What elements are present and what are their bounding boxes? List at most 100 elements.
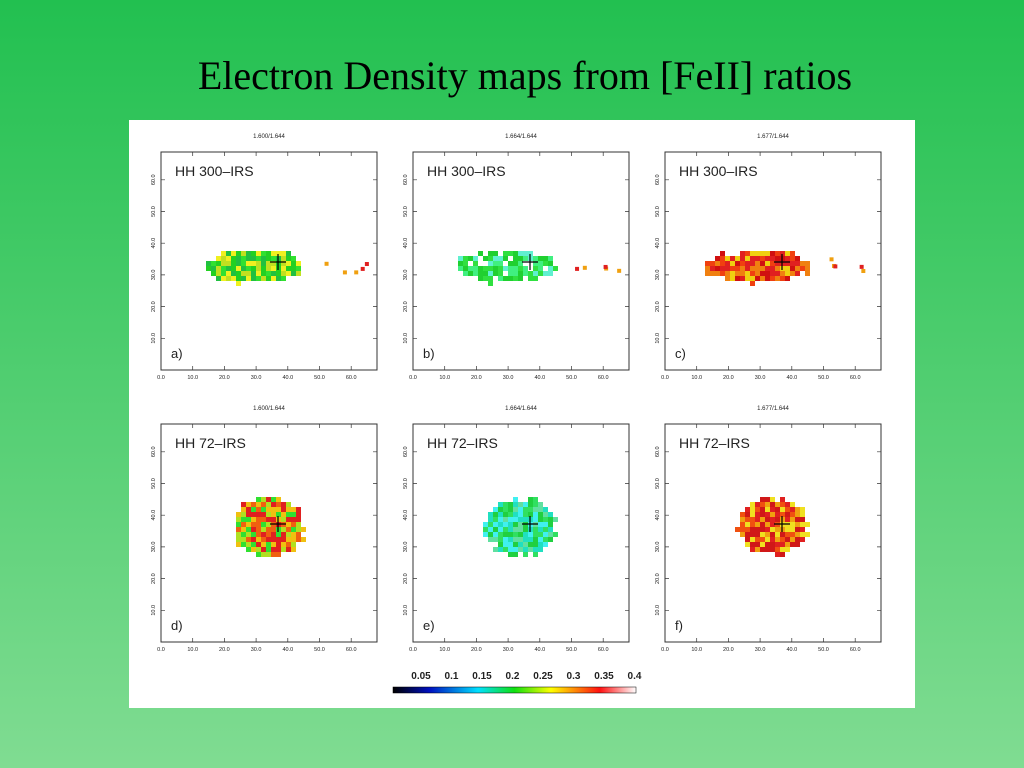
map-pixel [276,251,281,256]
map-pixel [276,507,281,512]
map-pixel [246,522,251,527]
map-pixel [538,522,543,527]
map-pixel [528,502,533,507]
map-pixel [745,517,750,522]
map-pixel [745,256,750,261]
map-pixel [276,532,281,537]
map-pixel [740,527,745,532]
map-pixel [745,512,750,517]
map-pixel [216,261,221,266]
map-pixel [276,552,281,557]
map-pixel [241,517,246,522]
map-pixel [533,547,538,552]
y-tick-label: 50.0 [403,206,409,217]
map-pixel [755,527,760,532]
map-pixel [281,261,286,266]
map-pixel [735,256,740,261]
panel-ratio: 1.677/1.644 [757,406,789,412]
map-pixel [276,537,281,542]
map-pixel [533,552,538,557]
map-pixel [236,261,241,266]
map-pixel [468,261,473,266]
map-pixel [518,522,523,527]
map-pixel [508,537,513,542]
map-pixel [790,532,795,537]
map-pixel [518,532,523,537]
map-pixel [533,261,538,266]
map-pixel [508,502,513,507]
map-pixel [493,532,498,537]
map-pixel [760,527,765,532]
map-pixel [720,271,725,276]
map-pixel [795,507,800,512]
map-pixel [473,276,478,281]
map-pixel [523,256,528,261]
map-pixel [518,271,523,276]
x-tick-label: 40.0 [786,647,797,653]
map-pixel [488,522,493,527]
map-pixel [256,537,261,542]
map-pixel [281,271,286,276]
map-pixel [710,266,715,271]
map-pixel [221,261,226,266]
map-pixel [241,527,246,532]
map-pixel [251,537,256,542]
colorbar-label: 0.2 [506,671,520,682]
map-pixel [261,266,266,271]
map-pixel [513,552,518,557]
map-pixel [498,542,503,547]
map-pixel [523,517,528,522]
map-pixel [226,261,231,266]
map-pixel [246,517,251,522]
map-pixel [271,552,276,557]
map-pixel [518,542,523,547]
map-pixel [261,527,266,532]
map-pixel [513,266,518,271]
y-tick-label: 10.0 [151,605,157,616]
colorbar [392,686,637,694]
map-pixel [291,261,296,266]
y-tick-label: 60.0 [151,446,157,457]
map-pixel [281,517,286,522]
map-pixel [735,527,740,532]
map-pixel [291,542,296,547]
map-pixel [765,547,770,552]
map-pixel [543,271,548,276]
map-pixel [241,502,246,507]
map-pixel [286,532,291,537]
map-pixel [256,502,261,507]
map-pixel [276,271,281,276]
map-pixel [523,507,528,512]
panel: 1.600/1.644 HH 300–IRS a) 0.0 10.0 20.0 30.0 40… [151,134,378,381]
map-pixel [755,532,760,537]
map-pixel [236,276,241,281]
colorbar-label: 0.15 [472,671,492,682]
map-pixel [780,547,785,552]
slide-title: Electron Density maps from [FeII] ratios [197,53,853,98]
center-cross [522,516,538,532]
map-pixel [543,522,548,527]
map-pixel [755,271,760,276]
map-pixel [859,264,864,269]
map-pixel [281,532,286,537]
map-pixel [286,251,291,256]
map-pixel [276,502,281,507]
map-pixel [725,276,730,281]
map-pixel [750,527,755,532]
map-pixel [458,266,463,271]
map-pixel [463,266,468,271]
map-pixel [548,271,553,276]
map-pixel [266,512,271,517]
map-pixel [286,502,291,507]
map-pixel [715,271,720,276]
map-pixel [498,256,503,261]
x-tick-label: 50.0 [566,375,577,381]
map-pixel [251,547,256,552]
map-pixel [745,276,750,281]
map-pixel [790,256,795,261]
map-pixel [296,261,301,266]
map-pixel [281,537,286,542]
map-pixel [493,251,498,256]
map-pixel [775,266,780,271]
map-pixel [548,522,553,527]
